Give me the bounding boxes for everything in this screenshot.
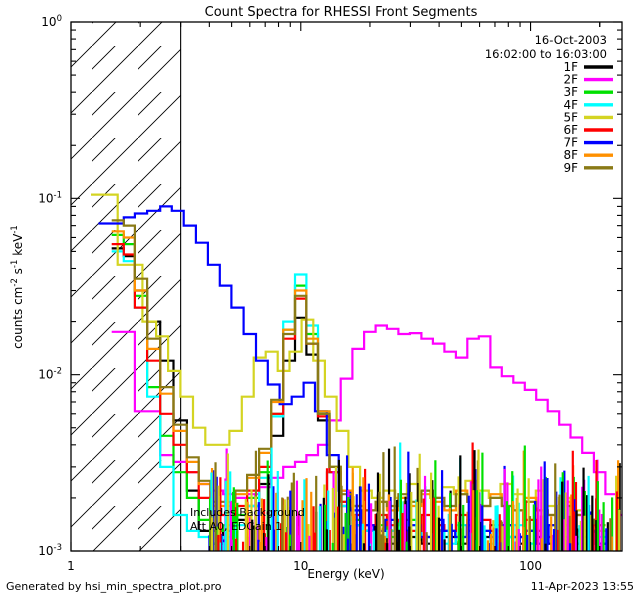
y-axis-label-exp3: -1 bbox=[10, 225, 20, 233]
legend-label-5f: 5F bbox=[563, 110, 578, 124]
excluded-energy-hatch-region bbox=[71, 22, 182, 551]
legend-label-9f: 9F bbox=[563, 161, 578, 175]
y-tick-label: 10-3 bbox=[38, 543, 62, 558]
footer-timestamp: 11-Apr-2023 13:55 bbox=[531, 580, 634, 593]
spectra-traces bbox=[91, 193, 622, 551]
x-tick-label: 100 bbox=[519, 559, 542, 573]
observation-date: 16-Oct-2003 bbox=[535, 33, 607, 47]
y-axis-label: counts cm-2 s-1 keV-1 bbox=[10, 225, 25, 349]
x-axis-label: Energy (keV) bbox=[307, 567, 384, 581]
plot-frame bbox=[70, 21, 623, 552]
x-tick-label: 1 bbox=[67, 559, 75, 573]
observation-time-range: 16:02:00 to 16:03:00 bbox=[485, 47, 607, 61]
y-tick-label: 10-2 bbox=[38, 367, 62, 382]
annotation-background: Includes Background bbox=[190, 506, 305, 519]
y-tick-label: 10-1 bbox=[38, 190, 62, 205]
legend-label-2f: 2F bbox=[563, 73, 578, 87]
legend-label-8f: 8F bbox=[563, 148, 578, 162]
legend-label-6f: 6F bbox=[563, 123, 578, 137]
y-axis-ticks: 100 10-1 10-2 10-3 bbox=[38, 14, 622, 558]
legend-label-3f: 3F bbox=[563, 85, 578, 99]
y-axis-label-exp2: -1 bbox=[10, 260, 20, 268]
y-tick-label: 100 bbox=[41, 14, 62, 29]
y-axis-label-exp1: -2 bbox=[10, 278, 20, 286]
annotation-attenuator: Att A0, EDGain 1 bbox=[190, 520, 282, 533]
y-axis-label-part2: s bbox=[11, 268, 25, 278]
y-axis-label-part3: keV bbox=[11, 233, 25, 260]
x-axis-ticks: 1 10 100 bbox=[67, 22, 601, 573]
x-tick-label: 10 bbox=[293, 559, 308, 573]
legend-label-1f: 1F bbox=[563, 60, 578, 74]
y-axis-label-part1: counts cm bbox=[11, 287, 25, 349]
legend-label-4f: 4F bbox=[563, 98, 578, 112]
legend-label-7f: 7F bbox=[563, 136, 578, 150]
page-title: Count Spectra for RHESSI Front Segments bbox=[205, 5, 478, 20]
footer-generator: Generated by hsi_min_spectra_plot.pro bbox=[6, 580, 222, 593]
svg-text:counts cm-2 s-1 keV-1: counts cm-2 s-1 keV-1 bbox=[10, 225, 25, 349]
